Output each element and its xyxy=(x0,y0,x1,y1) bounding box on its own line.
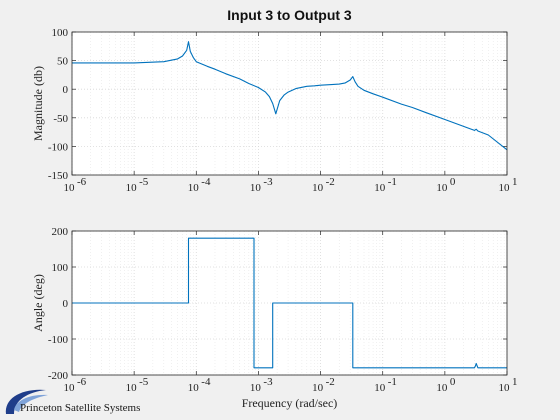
x-tick-label: 10 xyxy=(188,382,200,394)
x-axis-label: Frequency (rad/sec) xyxy=(242,396,338,410)
y-tick-label: 100 xyxy=(52,27,69,39)
x-tick-label: 10 xyxy=(64,182,76,194)
x-tick-label: 10 xyxy=(374,182,386,194)
x-tick-label: 10 xyxy=(499,182,511,194)
y-tick-label: -100 xyxy=(48,334,69,346)
series-line xyxy=(72,237,507,369)
x-tick-exponent: -6 xyxy=(77,176,87,188)
logo-swoosh-icon xyxy=(5,389,47,414)
x-tick-label: 10 xyxy=(126,182,138,194)
x-tick-exponent: -3 xyxy=(263,376,273,388)
axes-frame xyxy=(71,230,508,376)
y-tick-label: -150 xyxy=(48,170,69,182)
x-tick-exponent: -3 xyxy=(263,176,273,188)
x-tick-exponent: -5 xyxy=(139,176,149,188)
x-tick-exponent: -6 xyxy=(77,376,87,388)
x-tick-label: 10 xyxy=(64,382,76,394)
x-tick-exponent: 0 xyxy=(450,376,456,388)
x-tick-label: 10 xyxy=(188,182,200,194)
x-tick-exponent: -2 xyxy=(326,176,335,188)
x-tick-exponent: -5 xyxy=(139,376,149,388)
x-tick-label: 10 xyxy=(312,382,324,394)
company-logo: Princeton Satellite Systems xyxy=(5,389,140,414)
x-tick-label: 10 xyxy=(126,382,138,394)
y-tick-label: 50 xyxy=(57,56,69,68)
logo-text: Princeton Satellite Systems xyxy=(20,402,140,414)
x-tick-label: 10 xyxy=(250,182,262,194)
x-tick-exponent: -2 xyxy=(326,376,335,388)
magnitude-plot: 10 -6 10 -5 10 -4 10 -3 10 -2 10 -1 10 0 10 1-150-100-5… xyxy=(31,7,518,194)
axes-frame xyxy=(71,31,508,176)
plot-background xyxy=(72,32,507,175)
x-tick-exponent: 1 xyxy=(512,176,518,188)
phase-plot: 10 -6 10 -5 10 -4 10 -3 10 -2 10 -1 10 0 10 1-200-10001… xyxy=(31,226,518,410)
y-tick-label: 0 xyxy=(63,84,69,96)
x-tick-label: 10 xyxy=(499,382,511,394)
y-tick-label: 0 xyxy=(63,298,69,310)
series-line xyxy=(72,41,508,151)
x-tick-exponent: -1 xyxy=(388,376,397,388)
x-tick-label: 10 xyxy=(436,382,448,394)
x-tick-exponent: 1 xyxy=(512,376,518,388)
x-tick-label: 10 xyxy=(312,182,324,194)
y-tick-label: -200 xyxy=(48,370,69,382)
y-tick-label: 200 xyxy=(52,226,69,238)
x-tick-label: 10 xyxy=(250,382,262,394)
x-tick-label: 10 xyxy=(436,182,448,194)
x-tick-exponent: -1 xyxy=(388,176,397,188)
x-tick-exponent: -4 xyxy=(201,176,211,188)
x-tick-exponent: 0 xyxy=(450,176,456,188)
y-tick-label: -50 xyxy=(53,113,68,125)
chart-title: Input 3 to Output 3 xyxy=(227,7,352,23)
y-axis-label: Angle (deg) xyxy=(31,274,45,332)
logo-swoosh-accent-icon xyxy=(14,394,48,412)
y-tick-label: -100 xyxy=(48,141,69,153)
y-tick-label: 100 xyxy=(52,262,69,274)
y-axis-label: Magnitude (db) xyxy=(31,66,45,141)
x-tick-label: 10 xyxy=(374,382,386,394)
x-tick-exponent: -4 xyxy=(201,376,211,388)
